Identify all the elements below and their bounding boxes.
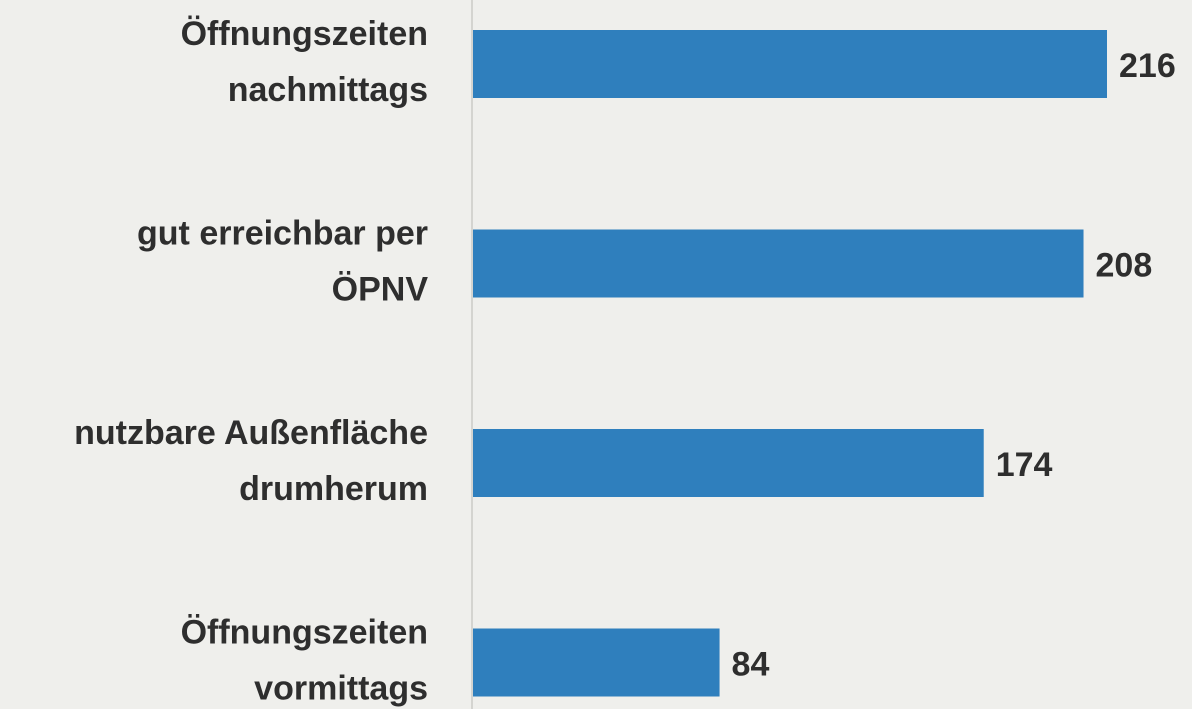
value-label: 174 <box>996 446 1053 484</box>
bar <box>473 30 1107 98</box>
bar <box>473 429 984 497</box>
bar <box>473 628 720 697</box>
category-label: gut erreichbar per <box>137 214 428 252</box>
bar <box>473 229 1084 298</box>
value-label: 216 <box>1119 47 1176 85</box>
category-label: ÖPNV <box>332 270 429 308</box>
category-label: Öffnungszeiten <box>181 15 428 53</box>
category-label: vormittags <box>254 669 428 707</box>
category-label: nachmittags <box>228 71 428 109</box>
value-label: 84 <box>732 645 770 683</box>
category-label: drumherum <box>239 470 428 508</box>
value-label: 208 <box>1096 246 1153 284</box>
category-label: nutzbare Außenfläche <box>74 414 428 452</box>
category-label: Öffnungszeiten <box>181 613 428 651</box>
